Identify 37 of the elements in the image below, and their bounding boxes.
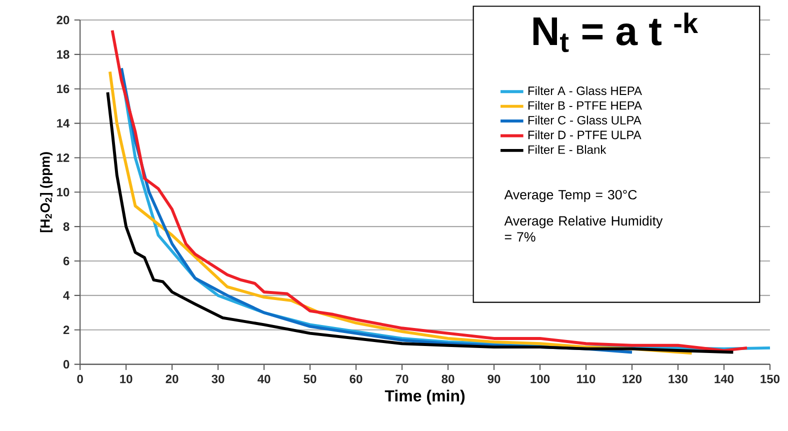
x-tick-label: 60 [350,374,362,384]
x-tick-label: 10 [120,374,132,384]
x-tick-label: 50 [304,374,316,384]
annotation: Average Relative Humidity = 7% [504,216,663,242]
annotation: Average Temp = 30°C [504,190,637,202]
y-axis-title: [H$_{2}$O$_{2}$] (ppm) [40,152,52,232]
x-tick-label: 120 [622,374,642,384]
y-tick-label: 0 [63,360,70,369]
x-tick-label: 0 [77,374,83,384]
y-tick-label: 20 [56,16,70,24]
y-tick-label: 12 [57,154,70,162]
x-tick-label: 40 [258,374,270,384]
x-tick-label: 110 [577,374,596,384]
y-tick-label: 6 [63,256,70,266]
x-tick-label: 150 [760,374,780,384]
y-tick-label: 2 [63,326,70,334]
x-tick-label: 70 [396,374,408,384]
x-tick-label: 140 [714,374,734,384]
x-axis-title: Time (min) [384,390,465,405]
y-tick-label: 8 [63,222,70,231]
legend-label: Filter A - Glass HEPA [528,86,642,96]
x-tick-label: 80 [442,374,454,384]
x-tick-label: 130 [668,374,688,384]
y-tick-label: 18 [57,50,70,59]
legend-label: Filter C - Glass ULPA [528,116,642,124]
legend-label: Filter D - PTFE ULPA [528,130,642,140]
legend-label: Filter B - PTFE HEPA [528,100,642,110]
x-tick-label: 30 [212,374,224,384]
y-tick-label: 4 [63,291,70,300]
x-tick-label: 100 [530,374,550,384]
legend-label: Filter E - Blank [528,145,606,154]
x-tick-label: 90 [488,374,500,384]
x-tick-label: 20 [166,374,178,384]
annotation: N$_{t}$ = a t $^{-k}$ [533,12,698,52]
y-tick-label: 14 [57,119,70,128]
y-tick-label: 16 [57,84,70,94]
y-tick-label: 10 [57,188,70,196]
